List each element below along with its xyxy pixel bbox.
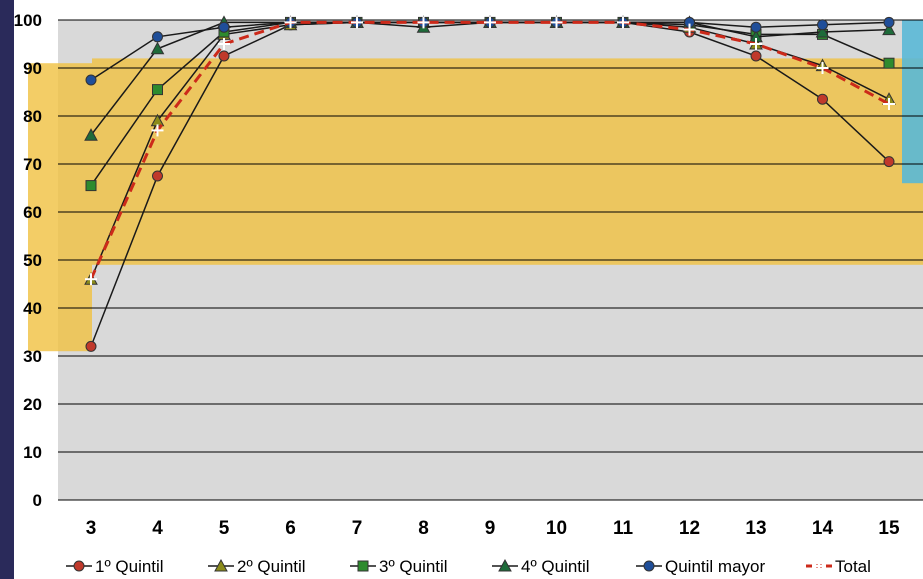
data-point-4-quintil: [882, 22, 896, 36]
x-tick-label: 6: [285, 518, 296, 539]
y-tick-label: 80: [23, 107, 42, 126]
shaded-band-3: [902, 20, 923, 184]
y-tick-label: 60: [23, 203, 42, 222]
y-tick-label: 20: [23, 395, 42, 414]
left-edge-strip: [0, 0, 14, 579]
x-tick-label: 13: [745, 518, 766, 539]
x-tick-label: 11: [613, 518, 634, 539]
x-tick-label: 15: [878, 518, 900, 539]
legend-item-quintil-mayor: Quintil mayor: [636, 557, 765, 576]
legend-item-total: Total: [806, 557, 871, 576]
y-tick-label: 0: [33, 491, 42, 510]
legend-label: 3º Quintil: [379, 557, 448, 576]
x-tick-label: 14: [812, 518, 834, 539]
y-tick-label: 30: [23, 347, 42, 366]
legend-marker: [643, 560, 655, 572]
y-tick-label: 90: [23, 59, 42, 78]
x-tick-label: 5: [219, 518, 230, 539]
data-point-1-quintil: [218, 50, 230, 62]
data-point-total: [683, 23, 696, 36]
legend-marker: [214, 558, 228, 572]
legend-label: 4º Quintil: [521, 557, 590, 576]
legend-label: 2º Quintil: [237, 557, 306, 576]
data-point-total: [151, 124, 164, 137]
data-point-total: [617, 16, 629, 29]
data-point-4-quintil: [815, 24, 830, 38]
gridlines: [58, 19, 923, 501]
data-point-quintil-mayor: [750, 21, 762, 33]
x-tick-label: 7: [352, 518, 363, 539]
data-point-3-quintil: [85, 180, 97, 192]
data-point-1-quintil: [85, 340, 97, 352]
series-total: [85, 16, 895, 286]
data-point-quintil-mayor: [883, 16, 895, 28]
legend-marker: [357, 560, 369, 572]
shaded-bands: [28, 20, 923, 352]
y-tick-label: 100: [14, 11, 42, 30]
legend-item-4-quintil: 4º Quintil: [492, 557, 590, 576]
y-tick-label: 70: [23, 155, 42, 174]
data-point-1-quintil: [152, 170, 163, 182]
data-point-1-quintil: [883, 156, 895, 168]
x-axis-ticks: 3 4 5 6 7 8 9 10 11 12 13 14 15: [86, 518, 900, 539]
legend-label: Total: [835, 557, 871, 576]
data-point-total: [417, 16, 430, 29]
data-point-total: [550, 16, 563, 29]
data-point-4-quintil: [84, 128, 98, 141]
series-group: [84, 15, 896, 352]
shaded-band-2: [92, 58, 923, 265]
legend: 1º Quintil 2º Quintil 3º Quintil 4º Quintil…: [66, 557, 871, 576]
data-point-quintil-mayor: [85, 74, 97, 86]
data-point-total: [85, 273, 97, 286]
legend-item-1-quintil: 1º Quintil: [66, 557, 164, 576]
data-point-1-quintil: [750, 50, 762, 62]
data-point-total: [484, 16, 496, 29]
x-tick-label: 3: [86, 518, 97, 539]
y-tick-label: 40: [23, 299, 42, 318]
legend-marker: [813, 560, 825, 572]
y-tick-label: 50: [23, 251, 42, 270]
legend-marker: [498, 558, 512, 572]
legend-label: 1º Quintil: [95, 557, 164, 576]
legend-item-2-quintil: 2º Quintil: [208, 557, 306, 576]
y-axis-ticks: 0 10 20 30 40 50 60 70 80 90 100: [14, 11, 42, 510]
data-point-4-quintil: [150, 41, 165, 55]
data-point-3-quintil: [883, 57, 895, 69]
shaded-band-1: [28, 63, 92, 352]
data-point-quintil-mayor: [152, 31, 163, 43]
y-tick-label: 10: [23, 443, 42, 462]
x-tick-label: 8: [418, 518, 429, 539]
legend-marker: [73, 560, 85, 572]
legend-item-3-quintil: 3º Quintil: [350, 557, 448, 576]
data-point-3-quintil: [152, 84, 163, 96]
x-tick-label: 10: [546, 518, 567, 539]
data-point-1-quintil: [817, 93, 828, 105]
data-point-quintil-mayor: [817, 19, 828, 31]
data-point-quintil-mayor: [218, 21, 230, 33]
x-tick-label: 12: [679, 518, 700, 539]
data-point-total: [816, 62, 829, 74]
data-point-total: [351, 16, 363, 29]
data-point-total: [284, 16, 297, 29]
legend-label: Quintil mayor: [665, 557, 765, 576]
x-tick-label: 4: [152, 518, 163, 539]
data-point-total: [750, 38, 762, 50]
data-point-total: [218, 38, 230, 50]
x-tick-label: 9: [485, 518, 496, 539]
data-point-total: [883, 98, 895, 110]
